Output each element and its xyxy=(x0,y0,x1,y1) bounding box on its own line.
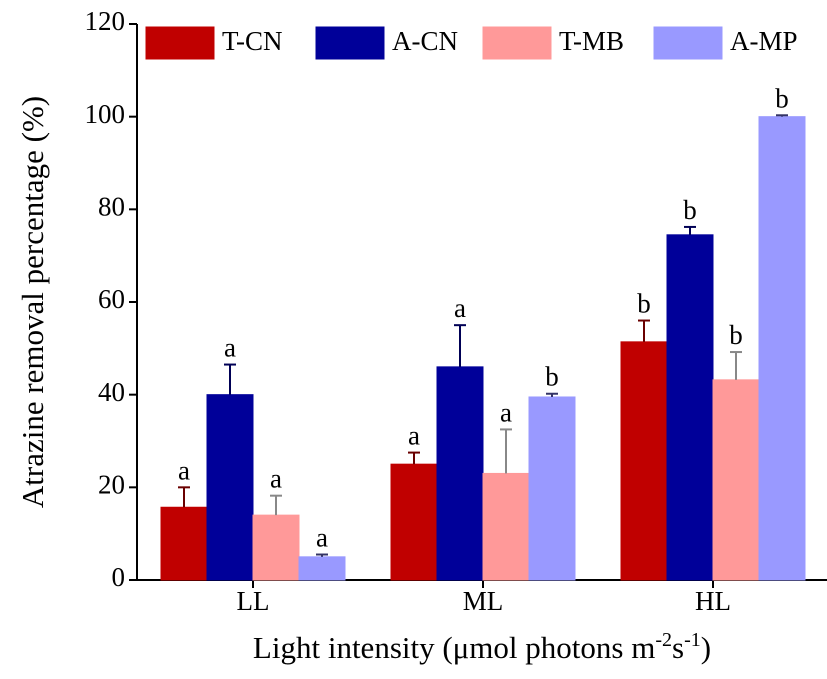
x-label-superscript: -1 xyxy=(684,629,701,651)
legend-swatch xyxy=(145,26,215,60)
significance-letter: a xyxy=(500,397,512,427)
bar xyxy=(666,234,714,581)
x-axis-label: Light intensity (μmol photons m-2s-1) xyxy=(253,629,711,665)
error-bar xyxy=(500,428,512,474)
significance-letter: b xyxy=(729,320,743,350)
y-tick-label: 20 xyxy=(98,470,125,500)
significance-letter: a xyxy=(224,333,236,363)
y-axis-label: Atrazine removal percentage (%) xyxy=(15,96,50,508)
error-bar xyxy=(224,363,236,395)
y-tick-label: 120 xyxy=(85,6,126,36)
bar xyxy=(436,366,484,581)
error-bar xyxy=(684,225,696,235)
bar xyxy=(758,116,806,581)
significance-letter: a xyxy=(408,421,420,451)
x-label-part: s xyxy=(672,630,684,665)
bar xyxy=(482,472,530,581)
y-tick-label: 60 xyxy=(98,284,125,314)
bar xyxy=(620,341,668,581)
error-bar xyxy=(178,486,190,508)
x-label-part: Light intensity (μmol photons m xyxy=(253,630,655,665)
y-tick-label: 80 xyxy=(98,192,125,222)
x-label-part: ) xyxy=(701,630,711,665)
error-bar xyxy=(408,451,420,465)
x-tick-label: LL xyxy=(237,586,270,616)
significance-letter: a xyxy=(270,464,282,494)
legend-label: A-MP xyxy=(730,26,798,56)
bar xyxy=(298,556,346,581)
bar xyxy=(160,506,208,581)
error-bar xyxy=(316,553,328,557)
bar xyxy=(206,394,254,581)
bar xyxy=(390,463,438,581)
error-bar xyxy=(638,319,650,342)
legend-swatch xyxy=(315,26,385,60)
bar xyxy=(252,514,300,581)
y-tick-label: 40 xyxy=(98,377,125,407)
significance-letter: b xyxy=(637,289,651,319)
error-bar xyxy=(730,351,742,380)
legend-label: A-CN xyxy=(392,26,458,56)
error-bar xyxy=(454,324,466,367)
bar xyxy=(712,379,760,581)
legend-swatch xyxy=(482,26,552,60)
error-bar xyxy=(270,494,282,516)
error-bar xyxy=(776,114,788,117)
significance-letter: a xyxy=(454,293,466,323)
error-bar xyxy=(546,392,558,397)
bar xyxy=(528,396,576,581)
legend-label: T-CN xyxy=(222,26,283,56)
y-tick-label: 0 xyxy=(112,562,126,592)
significance-letter: b xyxy=(683,195,697,225)
legend-swatch xyxy=(653,26,723,60)
y-tick-label: 100 xyxy=(85,99,126,129)
legend-label: T-MB xyxy=(559,26,624,56)
significance-letter: b xyxy=(545,362,559,392)
x-tick-label: HL xyxy=(695,586,731,616)
x-tick-label: ML xyxy=(463,586,504,616)
significance-letter: a xyxy=(178,455,190,485)
x-label-superscript: -2 xyxy=(655,629,672,651)
significance-letter: a xyxy=(316,523,328,553)
significance-letter: b xyxy=(775,83,789,113)
